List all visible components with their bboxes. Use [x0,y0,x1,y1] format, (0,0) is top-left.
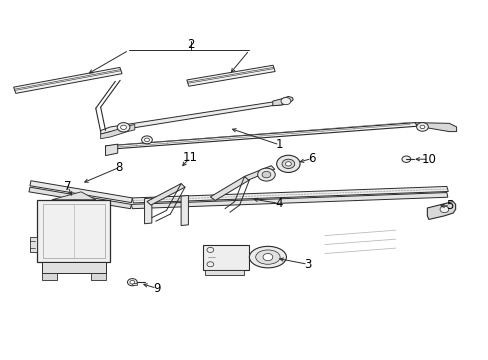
Ellipse shape [255,250,280,264]
Text: 11: 11 [182,151,197,164]
Text: 9: 9 [153,282,160,295]
Circle shape [439,206,448,213]
Polygon shape [132,186,447,203]
Polygon shape [144,198,152,224]
Circle shape [144,138,149,141]
Polygon shape [181,195,188,226]
Circle shape [130,280,135,284]
Polygon shape [147,184,184,205]
Polygon shape [29,187,131,209]
Polygon shape [244,166,274,180]
Polygon shape [91,273,105,280]
Polygon shape [30,237,37,252]
Polygon shape [414,123,456,132]
Polygon shape [272,96,293,106]
Circle shape [281,98,290,105]
Circle shape [262,171,270,178]
Circle shape [121,125,126,130]
Circle shape [142,136,152,144]
Circle shape [257,168,275,181]
Text: 1: 1 [275,138,283,151]
Polygon shape [30,181,132,203]
Circle shape [276,155,300,172]
Bar [203,244,249,270]
Text: 3: 3 [304,258,311,271]
Polygon shape [205,270,244,275]
Polygon shape [101,125,135,139]
Text: 7: 7 [64,180,72,193]
Polygon shape [14,67,122,93]
Circle shape [263,253,272,261]
Polygon shape [105,144,118,156]
Polygon shape [131,193,447,209]
Text: 5: 5 [446,199,453,212]
Polygon shape [210,176,249,201]
Circle shape [401,156,410,162]
Circle shape [117,123,130,132]
Bar [132,283,137,285]
Polygon shape [101,101,283,134]
Circle shape [206,262,213,267]
Text: 8: 8 [115,161,122,174]
Text: 4: 4 [274,197,282,210]
Polygon shape [42,262,105,273]
Polygon shape [37,200,110,262]
Polygon shape [52,192,96,200]
Polygon shape [105,123,417,149]
Text: 10: 10 [421,153,435,166]
Text: 6: 6 [307,152,315,165]
Circle shape [416,123,427,131]
Circle shape [127,279,137,286]
Polygon shape [42,273,57,280]
Polygon shape [186,65,275,86]
Polygon shape [427,202,455,220]
Ellipse shape [249,246,286,268]
Text: 2: 2 [187,38,194,51]
Circle shape [206,247,213,252]
Circle shape [419,125,424,129]
Circle shape [285,162,291,166]
Circle shape [282,159,294,168]
